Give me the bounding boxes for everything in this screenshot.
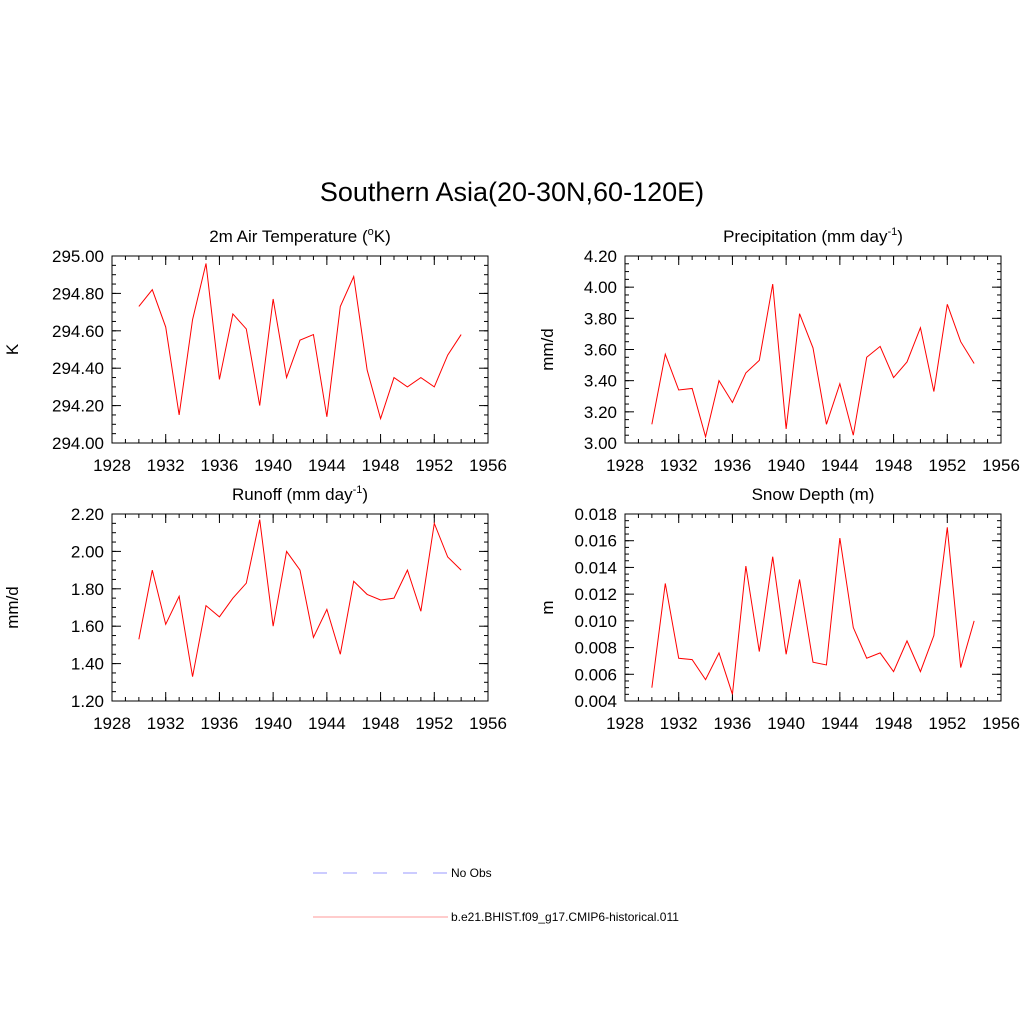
y-tick-label: 4.00 (584, 278, 617, 297)
y-tick-label: 0.018 (574, 505, 617, 524)
x-tick-label: 1928 (93, 456, 131, 475)
panel-snow-depth: 1928 1932 1936 1940 1944 1948 1952 1956 0.004 0.0… (538, 485, 1020, 733)
y-axis-label: mm/d (3, 586, 22, 629)
panel-precipitation: 1928 1932 1936 1940 1944 1948 1952 1956 3.00 3.20… (538, 226, 1020, 475)
y-tick-label: 0.010 (574, 612, 617, 631)
y-tick-label: 0.008 (574, 639, 617, 658)
series-line-model (651, 283, 975, 439)
x-tick-label: 1936 (201, 714, 239, 733)
y-tick-label: 1.40 (71, 655, 104, 674)
panel-runoff: 1928 1932 1936 1940 1944 1948 1952 1956 1.20 1.40… (3, 484, 507, 733)
y-tick-label: 295.00 (52, 247, 104, 266)
y-axis-label: m (538, 600, 557, 614)
y-tick-label: 1.20 (71, 692, 104, 711)
x-tick-label: 1948 (362, 456, 400, 475)
y-tick-label: 294.80 (52, 284, 104, 303)
x-tick-label: 1940 (254, 714, 292, 733)
y-axis-label: mm/d (538, 328, 557, 371)
x-tick-label: 1928 (93, 714, 131, 733)
page-title: Southern Asia(20-30N,60-120E) (320, 177, 704, 207)
panel-title: 2m Air Temperature (oK) (209, 226, 391, 246)
plot-frame (111, 255, 489, 444)
y-tick-label: 294.00 (52, 434, 104, 453)
x-tick-label: 1928 (606, 714, 644, 733)
y-tick-label: 1.60 (71, 617, 104, 636)
series-line-model (651, 527, 975, 695)
y-tick-label: 1.80 (71, 580, 104, 599)
y-axis-label: K (3, 343, 22, 355)
series-line-model (138, 519, 462, 677)
y-tick-label: 3.60 (584, 341, 617, 360)
legend: No Obs b.e21.BHIST.f09_g17.CMIP6-histori… (313, 866, 679, 924)
x-tick-label: 1952 (928, 456, 966, 475)
x-tick-label: 1956 (469, 456, 507, 475)
y-tick-label: 3.00 (584, 434, 617, 453)
x-tick-label: 1940 (767, 456, 805, 475)
x-tick-label: 1932 (147, 456, 185, 475)
y-tick-label: 294.20 (52, 397, 104, 416)
x-tick-label: 1932 (660, 714, 698, 733)
y-tick-label: 0.004 (574, 692, 617, 711)
y-tick-label: 3.20 (584, 403, 617, 422)
y-tick-label: 4.20 (584, 247, 617, 266)
x-tick-label: 1936 (714, 456, 752, 475)
x-tick-label: 1956 (982, 714, 1020, 733)
x-tick-label: 1944 (308, 714, 346, 733)
panel-title: Runoff (mm day-1) (232, 484, 368, 504)
x-tick-label: 1952 (928, 714, 966, 733)
x-tick-label: 1948 (875, 714, 913, 733)
y-tick-label: 0.012 (574, 585, 617, 604)
x-tick-label: 1944 (821, 714, 859, 733)
x-tick-label: 1936 (714, 714, 752, 733)
x-tick-label: 1932 (147, 714, 185, 733)
x-tick-label: 1944 (308, 456, 346, 475)
x-tick-label: 1948 (362, 714, 400, 733)
panels: 1928 1932 1936 1940 1944 1948 1952 1956 294.00 29… (3, 226, 1020, 733)
y-tick-label: 2.00 (71, 542, 104, 561)
x-tick-label: 1940 (254, 456, 292, 475)
legend-label-no-obs: No Obs (451, 866, 492, 880)
x-tick-label: 1932 (660, 456, 698, 475)
y-tick-label: 294.40 (52, 359, 104, 378)
y-tick-label: 3.80 (584, 309, 617, 328)
y-tick-label: 2.20 (71, 505, 104, 524)
x-tick-label: 1944 (821, 456, 859, 475)
x-tick-label: 1952 (415, 456, 453, 475)
panel-title: Snow Depth (m) (752, 485, 875, 504)
x-tick-label: 1936 (201, 456, 239, 475)
plot-frame (624, 513, 1002, 702)
panel-title: Precipitation (mm day-1) (723, 226, 903, 246)
x-tick-label: 1952 (415, 714, 453, 733)
y-tick-label: 0.006 (574, 665, 617, 684)
x-tick-label: 1956 (469, 714, 507, 733)
x-tick-label: 1928 (606, 456, 644, 475)
legend-label-model: b.e21.BHIST.f09_g17.CMIP6-historical.011 (451, 910, 679, 924)
panel-air-temperature: 1928 1932 1936 1940 1944 1948 1952 1956 294.00 29… (3, 226, 507, 475)
x-tick-label: 1940 (767, 714, 805, 733)
x-tick-label: 1948 (875, 456, 913, 475)
y-tick-label: 0.016 (574, 532, 617, 551)
y-tick-label: 0.014 (574, 558, 617, 577)
series-line-model (138, 263, 462, 421)
y-tick-label: 294.60 (52, 322, 104, 341)
y-tick-label: 3.40 (584, 372, 617, 391)
x-tick-label: 1956 (982, 456, 1020, 475)
